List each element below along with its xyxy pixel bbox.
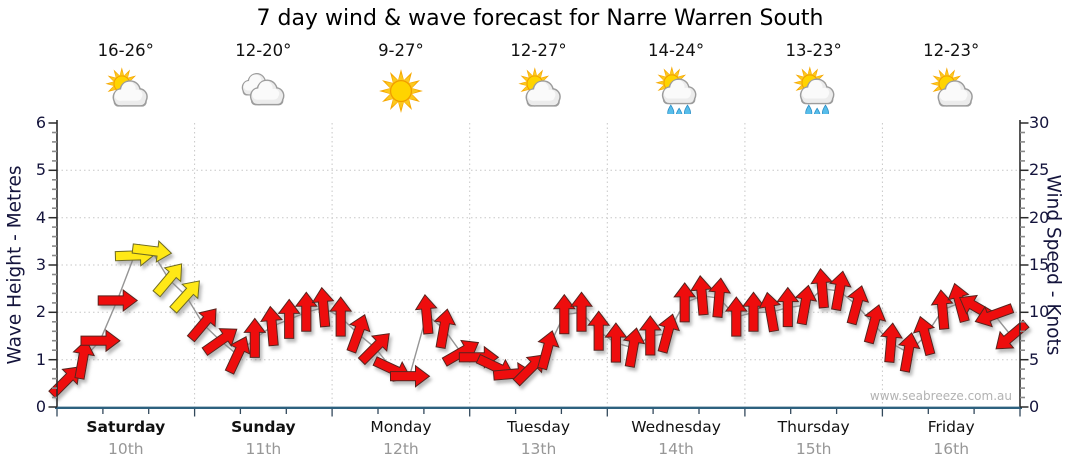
wind-arrow <box>552 293 576 335</box>
wind-speed-tick-label: 10 <box>1029 302 1050 322</box>
temperature-range-label: 14-24° <box>647 41 705 60</box>
wind-arrow <box>433 308 457 349</box>
temperature-range-label: 16-26° <box>97 41 154 60</box>
wind-arrow <box>587 310 611 351</box>
wave-height-tick-label: 2 <box>35 302 46 322</box>
wind-arrow <box>329 296 353 337</box>
wave-height-tick-label: 1 <box>35 349 46 369</box>
wind-speed-tick-label: 20 <box>1029 207 1050 227</box>
day-label-wednesday: Wednesday <box>631 418 721 436</box>
wind-arrow <box>537 330 560 371</box>
wind-arrow <box>570 291 593 332</box>
showers-icon <box>652 66 700 114</box>
cloudy-icon <box>239 66 287 114</box>
wind-arrow <box>414 293 438 335</box>
wind-arrow <box>604 322 628 363</box>
day-label-saturday: Saturday <box>86 418 166 436</box>
wind-arrow <box>131 240 173 263</box>
wind-speed-tick-label: 5 <box>1029 349 1040 369</box>
wind-arrow <box>829 270 852 312</box>
wind-arrow <box>622 327 646 368</box>
wind-arrow <box>758 291 782 333</box>
partly-cloudy-icon <box>927 66 975 114</box>
wind-arrow <box>346 314 371 354</box>
day-date-label: 10th <box>107 440 144 458</box>
wind-arrow <box>260 305 283 347</box>
wind-arrow <box>673 282 697 323</box>
chart-title: 7 day wind & wave forecast for Narre War… <box>256 6 824 31</box>
wind-arrow <box>357 333 390 366</box>
wave-height-tick-label: 5 <box>35 160 46 180</box>
wind-arrow <box>776 286 800 328</box>
wave-height-tick-label: 0 <box>35 397 46 416</box>
wind-arrow <box>995 319 1030 350</box>
wind-arrow <box>72 339 96 380</box>
wind-arrow <box>863 304 887 345</box>
wind-arrows <box>48 240 1030 399</box>
day-date-label: 16th <box>933 440 970 458</box>
wave-height-tick-label: 6 <box>35 113 46 132</box>
day-label-thursday: Thursday <box>777 418 850 436</box>
temperature-range-label: 12-23° <box>923 41 980 60</box>
partly-cloudy-icon <box>515 66 563 114</box>
temperature-range-label: 12-27° <box>510 41 567 60</box>
wind-arrow <box>794 284 818 326</box>
showers-icon <box>790 66 838 114</box>
wind-arrow <box>810 267 834 309</box>
wind-arrow <box>277 298 301 339</box>
sunny-icon <box>377 66 425 114</box>
wind-speed-tick-label: 15 <box>1029 255 1050 274</box>
wind-arrow <box>390 364 431 388</box>
day-date-label: 13th <box>520 440 557 458</box>
wind-arrow <box>372 356 412 382</box>
wind-arrow <box>243 317 267 358</box>
wave-height-tick-label: 3 <box>35 255 46 274</box>
watermark: www.seabreeze.com.au <box>869 389 1012 403</box>
wind-arrow <box>169 280 200 314</box>
wind-arrow <box>224 336 251 375</box>
day-date-label: 15th <box>795 440 832 458</box>
wind-arrow <box>974 303 1015 328</box>
wind-speed-tick-label: 25 <box>1029 160 1050 180</box>
wind-arrow <box>724 296 748 337</box>
wind-arrow <box>294 291 318 332</box>
wind-arrow <box>912 315 936 357</box>
wind-arrow <box>708 277 732 318</box>
wind-arrow <box>152 263 183 298</box>
temperature-range-label: 9-27° <box>378 41 424 60</box>
wind-arrow <box>311 286 335 328</box>
wind-speed-tick-label: 0 <box>1029 397 1040 416</box>
day-date-label: 11th <box>245 440 282 458</box>
day-date-label: 12th <box>383 440 419 458</box>
wave-height-tick-label: 4 <box>35 207 46 227</box>
wind-arrow <box>186 308 217 343</box>
wind-arrow <box>846 285 870 326</box>
day-label-monday: Monday <box>370 418 432 436</box>
temperature-range-label: 12-20° <box>235 41 292 60</box>
wind-arrow <box>880 322 903 363</box>
wind-arrow <box>97 289 139 312</box>
wind-arrow <box>638 315 662 356</box>
day-date-label: 14th <box>658 440 694 458</box>
wind-arrow <box>512 354 545 387</box>
day-label-friday: Friday <box>927 418 975 436</box>
wind-arrow <box>947 282 970 324</box>
temperature-range-label: 13-23° <box>785 41 842 60</box>
partly-cloudy-icon <box>102 66 150 114</box>
wind-arrow <box>80 329 121 353</box>
wind-speed-tick-label: 30 <box>1029 113 1050 132</box>
wind-arrow <box>897 332 921 373</box>
wind-arrow <box>657 313 681 354</box>
wind-arrow <box>930 289 954 330</box>
day-label-sunday: Sunday <box>231 418 296 436</box>
axes <box>48 120 1029 417</box>
day-label-tuesday: Tuesday <box>506 418 571 436</box>
